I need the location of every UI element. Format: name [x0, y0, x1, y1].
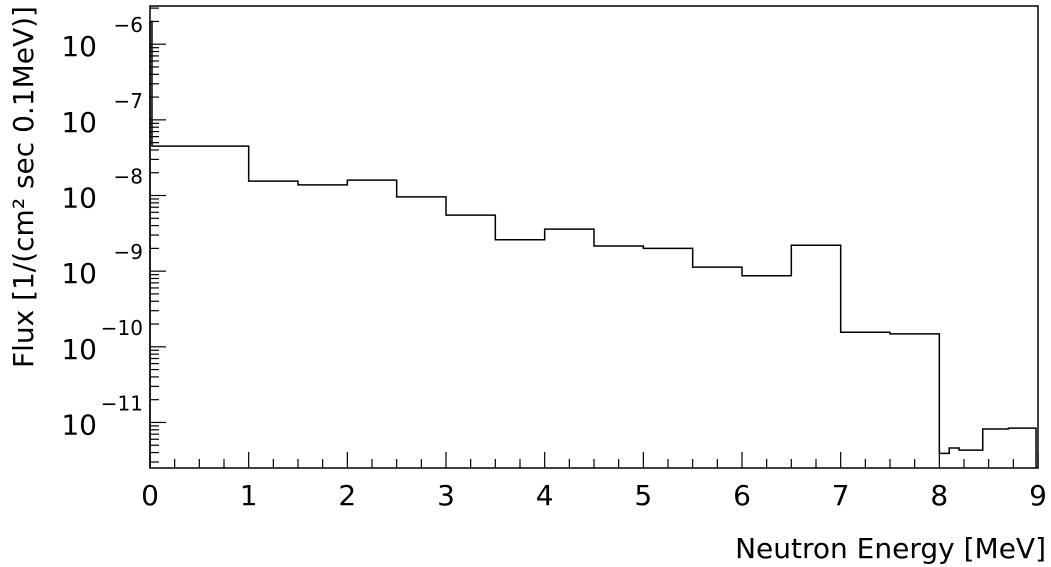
x-tick-label: 2: [338, 479, 356, 512]
y-tick-label-base: 10: [61, 257, 97, 290]
y-tick-label-exponent: −7: [114, 89, 143, 113]
y-tick-label-base: 10: [61, 30, 97, 63]
x-tick-label: 0: [141, 479, 159, 512]
x-tick-label: 1: [240, 479, 258, 512]
x-tick-label: 3: [437, 479, 455, 512]
x-axis-title: Neutron Energy [MeV]: [735, 532, 1046, 565]
y-tick-label-exponent: −11: [101, 391, 143, 415]
y-tick-label-exponent: −10: [101, 316, 143, 340]
x-tick-label: 7: [832, 479, 850, 512]
x-tick-label: 4: [536, 479, 554, 512]
y-tick-label-exponent: −9: [114, 240, 143, 264]
y-tick-label-base: 10: [61, 106, 97, 139]
y-axis-title: Flux [1/(cm² sec 0.1MeV)]: [7, 6, 40, 368]
y-tick-label-base: 10: [61, 333, 97, 366]
y-tick-label-exponent: −6: [114, 13, 143, 37]
x-tick-label: 8: [930, 479, 948, 512]
x-ticks: [149, 452, 1039, 468]
y-tick-label-base: 10: [61, 408, 97, 441]
x-tick-labels: 0 1 2 3 4 5 6 7 8 9: [141, 479, 1047, 512]
y-tick-label-base: 10: [61, 182, 97, 215]
x-tick-label: 5: [634, 479, 652, 512]
x-tick-label: 9: [1029, 479, 1047, 512]
histogram-line: [149, 20, 1037, 468]
x-tick-label: 6: [733, 479, 751, 512]
y-tick-label-exponent: −8: [114, 165, 143, 189]
